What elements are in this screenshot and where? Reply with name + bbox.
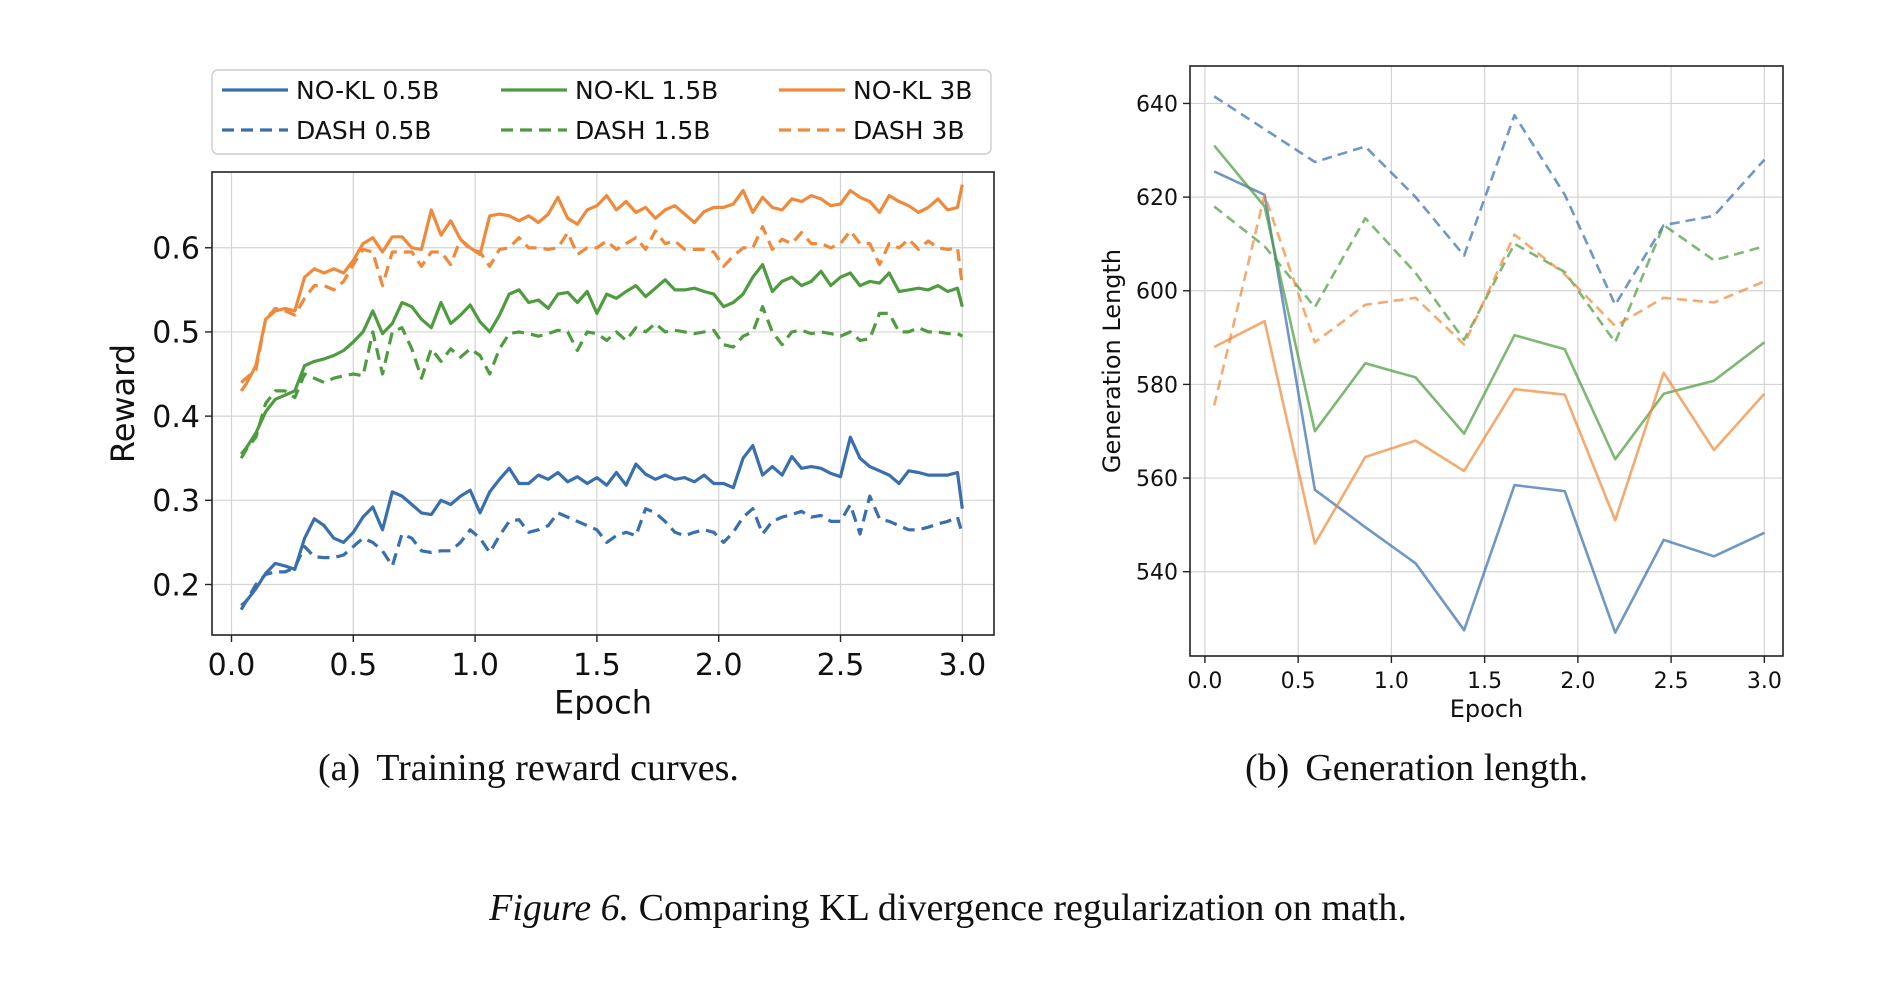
y-tick-label: 620 xyxy=(1136,186,1178,211)
y-axis-label: Generation Length xyxy=(1098,249,1126,473)
figure-caption-label: Figure 6. xyxy=(489,887,630,929)
x-tick-label: 1.5 xyxy=(573,648,621,683)
legend-entry-label: DASH 1.5B xyxy=(575,116,710,145)
x-tick-label: 2.0 xyxy=(1560,669,1595,694)
x-tick-label: 1.0 xyxy=(451,648,499,683)
subcaption-b-text: Generation length. xyxy=(1305,747,1589,789)
legend-entry-label: NO-KL 0.5B xyxy=(296,76,439,105)
y-axis-label: Reward xyxy=(104,344,142,463)
y-tick-label: 0.6 xyxy=(152,232,200,267)
x-tick-label: 2.5 xyxy=(817,648,865,683)
subcaption-b: (b) Generation length. xyxy=(1245,746,1588,790)
series-line-dash-1-5b xyxy=(239,305,964,460)
legend-entry-label: NO-KL 3B xyxy=(853,76,972,105)
y-tick-label: 0.2 xyxy=(152,568,200,603)
x-tick-label: 1.0 xyxy=(1374,669,1409,694)
series-line-no-kl-1-5b xyxy=(239,263,964,456)
x-tick-label: 0.5 xyxy=(329,648,377,683)
series-line-no-kl-0-5b xyxy=(1213,170,1765,634)
legend-entry-label: NO-KL 1.5B xyxy=(575,76,718,105)
y-tick-label: 540 xyxy=(1136,561,1178,586)
subcaption-a-text: Training reward curves. xyxy=(376,747,739,789)
x-tick-label: 3.0 xyxy=(938,648,986,683)
figure-caption-text: Comparing KL divergence regularization o… xyxy=(638,887,1407,929)
series-line-no-kl-3b xyxy=(1213,319,1766,545)
x-tick-label: 0.0 xyxy=(208,648,256,683)
series-line-no-kl-1-5b xyxy=(1213,144,1766,461)
series-line-dash-1-5b xyxy=(1213,205,1765,344)
series-line-no-kl-3b xyxy=(239,184,964,392)
legend: NO-KL 0.5B DASH 0.5B NO-KL 1.5B DASH 1.5B NO… xyxy=(211,69,992,155)
series-line-dash-3b xyxy=(240,225,964,384)
subcaption-a: (a) Training reward curves. xyxy=(318,746,739,790)
series-line-no-kl-0-5b xyxy=(240,435,964,607)
y-tick-label: 560 xyxy=(1136,467,1178,492)
y-tick-label: 600 xyxy=(1136,280,1178,305)
legend-entry-label: DASH 0.5B xyxy=(296,116,431,145)
x-axis-label: Epoch xyxy=(1450,695,1524,723)
plot-frame xyxy=(1189,65,1784,657)
plot-frame xyxy=(211,171,995,636)
chart-a: 0.0 0.5 1.0 1.5 2.0 2.5 3.0 0.2 0.3 0.4 0.5 0.6 Epoc… xyxy=(104,171,995,721)
subcaption-a-label: (a) xyxy=(318,747,361,789)
x-tick-label: 0.0 xyxy=(1187,669,1222,694)
y-tick-label: 0.5 xyxy=(152,316,200,351)
series-line-dash-0-5b xyxy=(1213,95,1766,307)
y-tick-label: 0.3 xyxy=(152,484,200,519)
legend-entry-label: DASH 3B xyxy=(853,116,965,145)
x-axis-label: Epoch xyxy=(554,683,652,721)
x-tick-label: 2.5 xyxy=(1654,669,1689,694)
x-tick-label: 1.5 xyxy=(1467,669,1502,694)
chart-b: 0.0 0.5 1.0 1.5 2.0 2.5 3.0 540 560 580 600 620 640 E… xyxy=(1098,65,1784,723)
x-tick-label: 0.5 xyxy=(1281,669,1316,694)
subcaption-b-label: (b) xyxy=(1245,747,1290,789)
y-tick-label: 0.4 xyxy=(152,400,200,435)
figure-caption: Figure 6. Comparing KL divergence regula… xyxy=(0,886,1896,930)
series-line-dash-3b xyxy=(1212,193,1765,406)
x-tick-label: 3.0 xyxy=(1747,669,1782,694)
series-line-dash-0-5b xyxy=(239,494,964,611)
y-tick-label: 640 xyxy=(1136,92,1178,117)
y-tick-label: 580 xyxy=(1136,373,1178,398)
x-tick-label: 2.0 xyxy=(695,648,743,683)
